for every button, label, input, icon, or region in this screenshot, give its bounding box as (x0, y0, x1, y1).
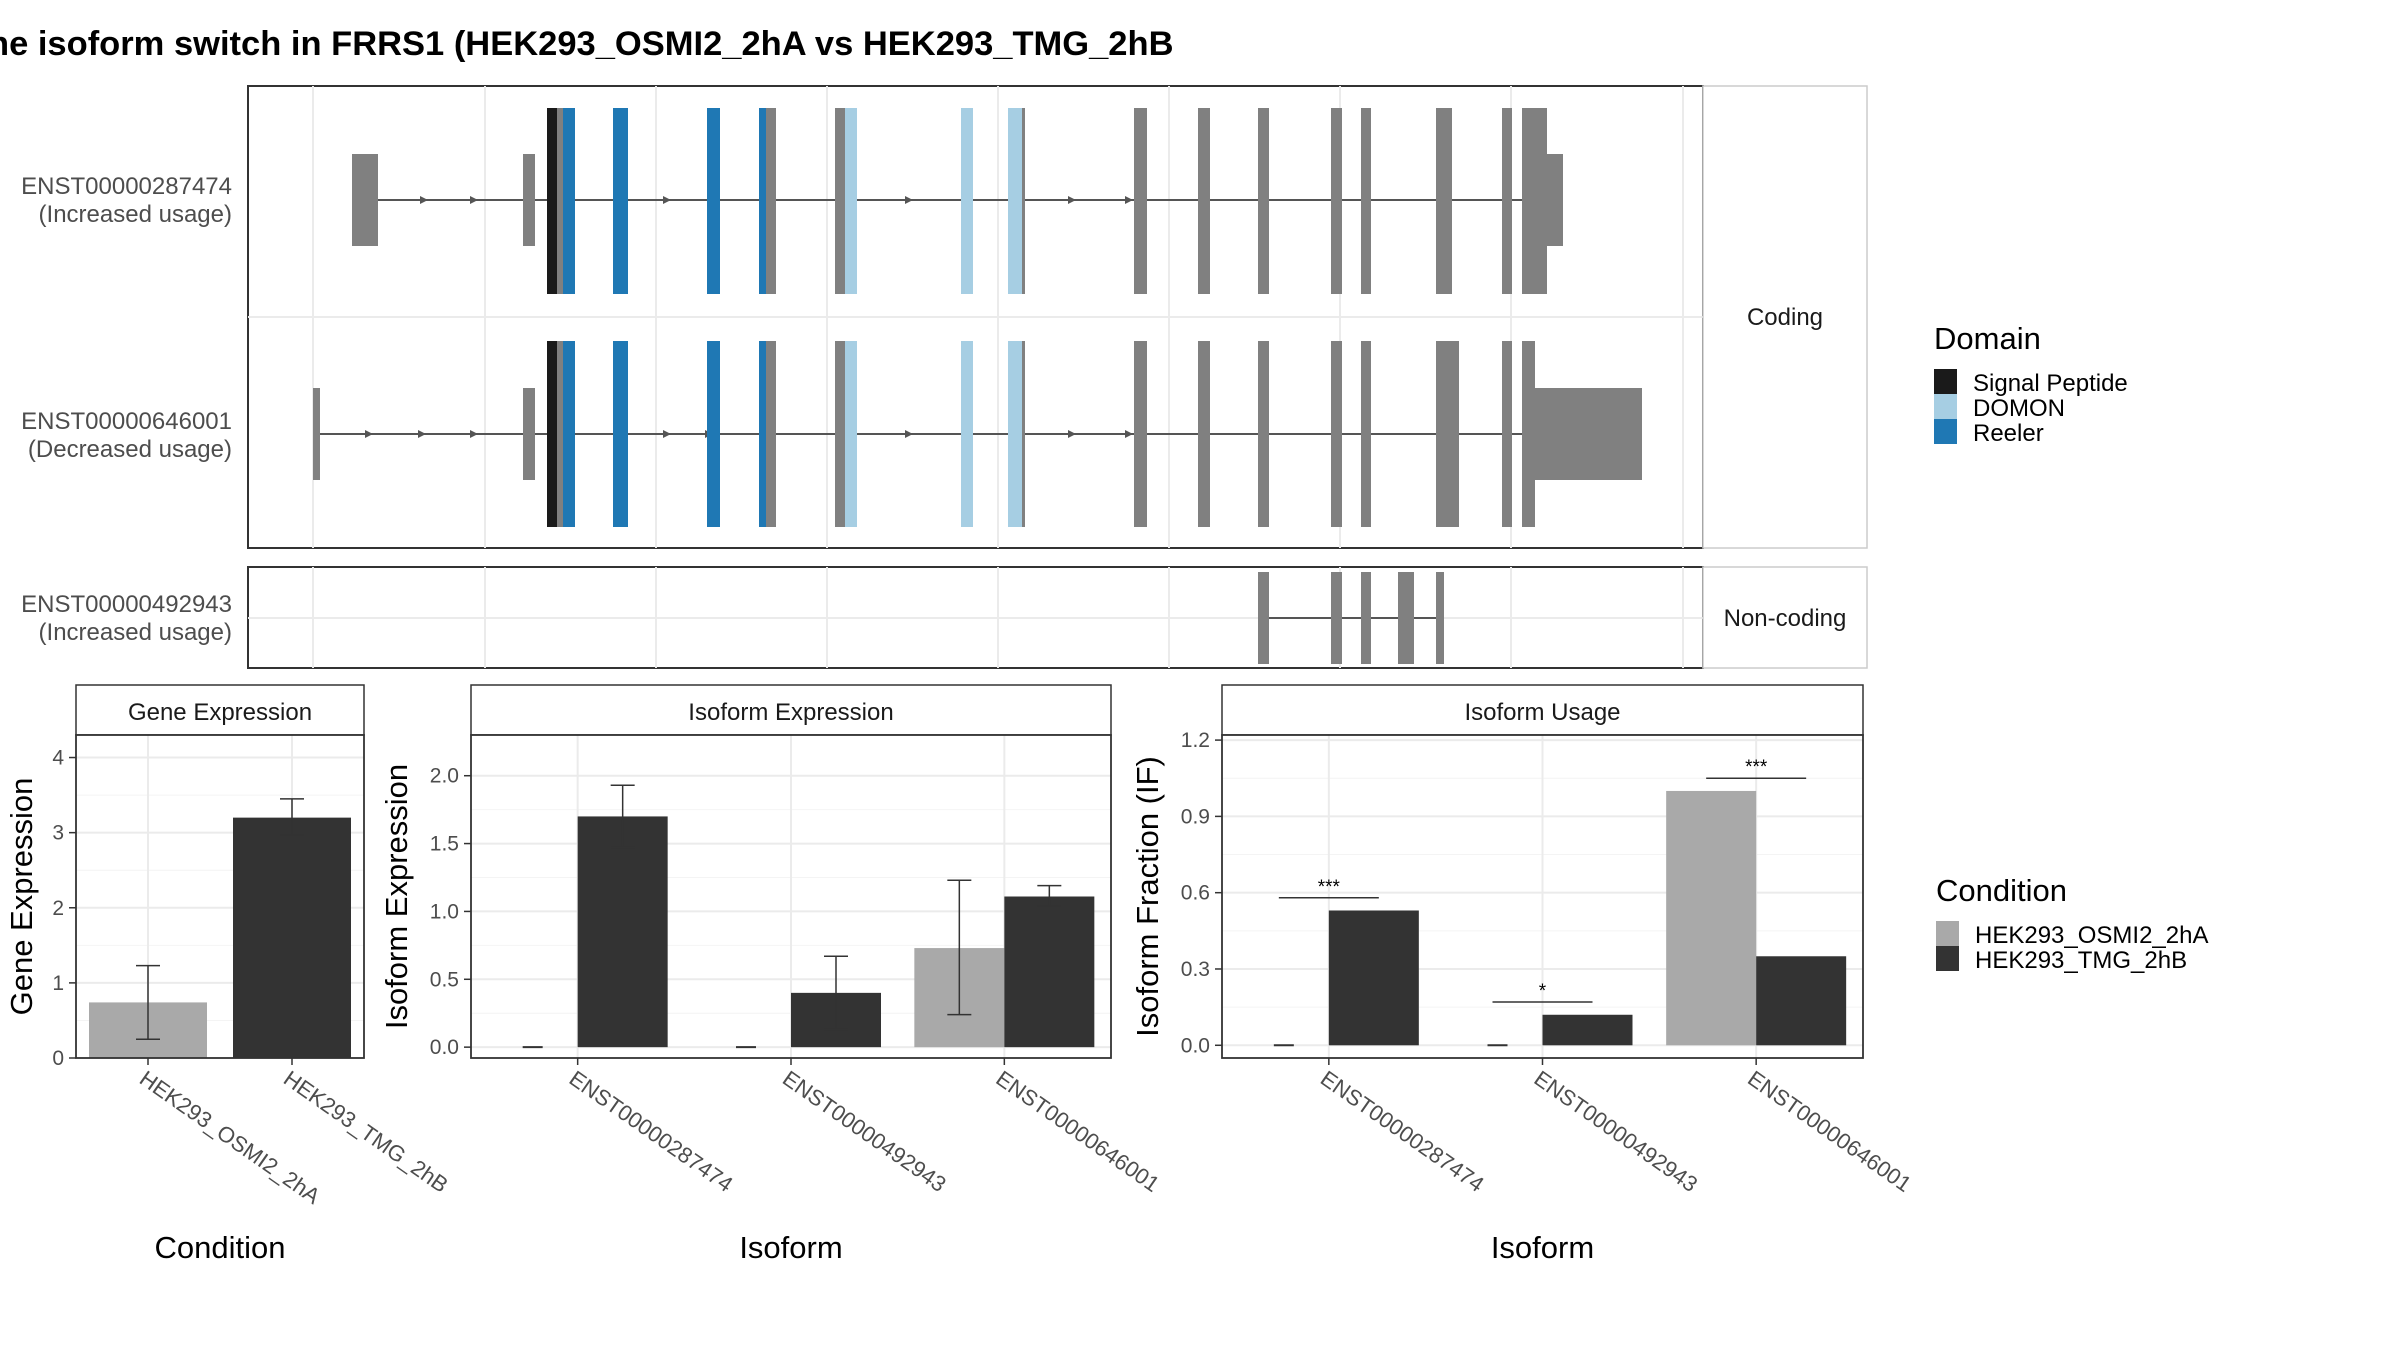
isoform-id-label: ENST00000646001 (21, 408, 232, 435)
coding-strip-label: Coding (1747, 304, 1823, 331)
significance-label: *** (1318, 877, 1341, 898)
coding-panel (247, 85, 1704, 549)
x-axis-label: Isoform (1491, 1230, 1594, 1265)
chart-strip (75, 684, 365, 736)
noncoding-strip (1702, 566, 1868, 669)
noncoding-panel (247, 566, 1704, 669)
isoform-usage-label: (Decreased usage) (28, 436, 232, 463)
reeler-segment (759, 341, 766, 527)
bar-charts: Gene Expression01234HEK293_OSMI2_2hAHEK2… (4, 684, 1916, 1265)
y-tick-label: 1.5 (430, 833, 459, 856)
y-tick-label: 1 (52, 972, 64, 995)
bar (1756, 956, 1847, 1046)
legend-swatch-osmi2 (1936, 921, 1959, 946)
y-tick-label: 3 (52, 822, 64, 845)
isoform-usage-label: (Increased usage) (39, 619, 232, 646)
significance-label: * (1539, 981, 1547, 1002)
exons (352, 108, 1563, 294)
reeler-segment (613, 341, 628, 527)
y-tick-label: 0.0 (430, 1036, 459, 1059)
x-tick-label: ENST00000646001 (1743, 1066, 1916, 1197)
y-tick-label: 4 (52, 747, 64, 770)
y-tick-label: 0.9 (1181, 805, 1210, 828)
x-tick-label: ENST00000287474 (1316, 1066, 1489, 1197)
isoform-usage-label: (Increased usage) (39, 201, 232, 228)
y-tick-label: 1.0 (430, 900, 459, 923)
isoform-id-label: ENST00000287474 (21, 173, 232, 200)
domon-segment (961, 341, 973, 527)
chart-title: Isoform Usage (1464, 699, 1620, 726)
legend-swatch-signal-peptide (1934, 369, 1957, 394)
y-axis-label: Isoform Expression (379, 764, 414, 1029)
reeler-segment (563, 341, 575, 527)
y-tick-label: 0.6 (1181, 882, 1210, 905)
isoform-labels: ENST00000287474 (Increased usage) ENST00… (21, 173, 232, 646)
domon-segment (1008, 108, 1022, 294)
transcript-enst00000287474 (352, 108, 1563, 294)
noncoding-strip-label: Non-coding (1724, 605, 1847, 632)
x-axis-label: Condition (155, 1230, 286, 1265)
legend-swatch-domon (1934, 394, 1957, 419)
reeler-segment (707, 341, 720, 527)
transcript-enst00000646001 (313, 341, 1642, 527)
x-tick-label: ENST00000492943 (1530, 1066, 1703, 1197)
reeler-segment (613, 108, 628, 294)
bar (1666, 790, 1757, 1046)
signal-peptide-segment (547, 108, 557, 294)
y-tick-label: 1.2 (1181, 729, 1210, 752)
domain-legend: Domain Signal Peptide DOMON Reeler (1934, 321, 2128, 447)
signal-peptide-segment (547, 341, 557, 527)
bar (577, 816, 668, 1048)
y-axis-label: Isoform Fraction (IF) (1130, 756, 1165, 1037)
y-tick-label: 0.0 (1181, 1034, 1210, 1057)
legend-label-reeler: Reeler (1973, 420, 2044, 447)
exons (313, 341, 1642, 527)
domain-legend-title: Domain (1934, 321, 2041, 356)
x-tick-label: ENST00000287474 (565, 1066, 738, 1197)
chart-isoform-expression: Isoform Expression 0.0 0.5 1.0 1.5 2.0 ENST000… (379, 684, 1164, 1265)
chart-isoform-usage: Isoform Usage0.00.30.60.91.2*******ENST0… (1130, 684, 1916, 1265)
coding-strip (1702, 85, 1868, 549)
bar (1542, 1014, 1633, 1046)
chart-title: Gene Expression (128, 699, 312, 726)
legend-label-tmg: HEK293_TMG_2hB (1975, 947, 2187, 974)
strand-arrows (420, 196, 1133, 204)
reeler-segment (563, 108, 575, 294)
y-tick-label: 0.5 (430, 968, 459, 991)
domon-segment (961, 108, 973, 294)
reeler-segment (759, 108, 766, 294)
legend-label-signal-peptide: Signal Peptide (1973, 370, 2128, 397)
isoform-id-label: ENST00000492943 (21, 591, 232, 618)
bar (1328, 910, 1419, 1046)
legend-swatch-tmg (1936, 946, 1959, 971)
strand-arrows (365, 430, 1133, 438)
condition-legend-title: Condition (1936, 873, 2067, 908)
y-tick-label: 0 (52, 1047, 64, 1070)
chart-strip (1221, 684, 1864, 736)
legend-swatch-reeler (1934, 419, 1957, 444)
y-tick-label: 2.0 (430, 765, 459, 788)
x-axis-label: Isoform (739, 1230, 842, 1265)
plot-title: he isoform switch in FRRS1 (HEK293_OSMI2… (0, 25, 1173, 63)
legend-label-osmi2: HEK293_OSMI2_2hA (1975, 922, 2208, 949)
y-tick-label: 2 (52, 897, 64, 920)
x-tick-label: ENST00000492943 (778, 1066, 951, 1197)
bar (233, 817, 351, 1058)
domon-segment (845, 341, 857, 527)
legend-label-domon: DOMON (1973, 395, 2065, 422)
x-tick-label: ENST00000646001 (991, 1066, 1164, 1197)
domon-segment (845, 108, 857, 294)
domon-segment (1008, 341, 1022, 527)
significance-label: *** (1745, 757, 1768, 778)
reeler-segment (707, 108, 720, 294)
y-axis-label: Gene Expression (4, 778, 39, 1016)
condition-legend: Condition HEK293_OSMI2_2hA HEK293_TMG_2h… (1936, 873, 2208, 974)
y-tick-label: 0.3 (1181, 958, 1210, 981)
transcript-enst00000492943 (1258, 572, 1444, 664)
bar (1004, 896, 1095, 1048)
chart-title: Isoform Expression (688, 699, 893, 726)
chart-frame (75, 734, 365, 1059)
